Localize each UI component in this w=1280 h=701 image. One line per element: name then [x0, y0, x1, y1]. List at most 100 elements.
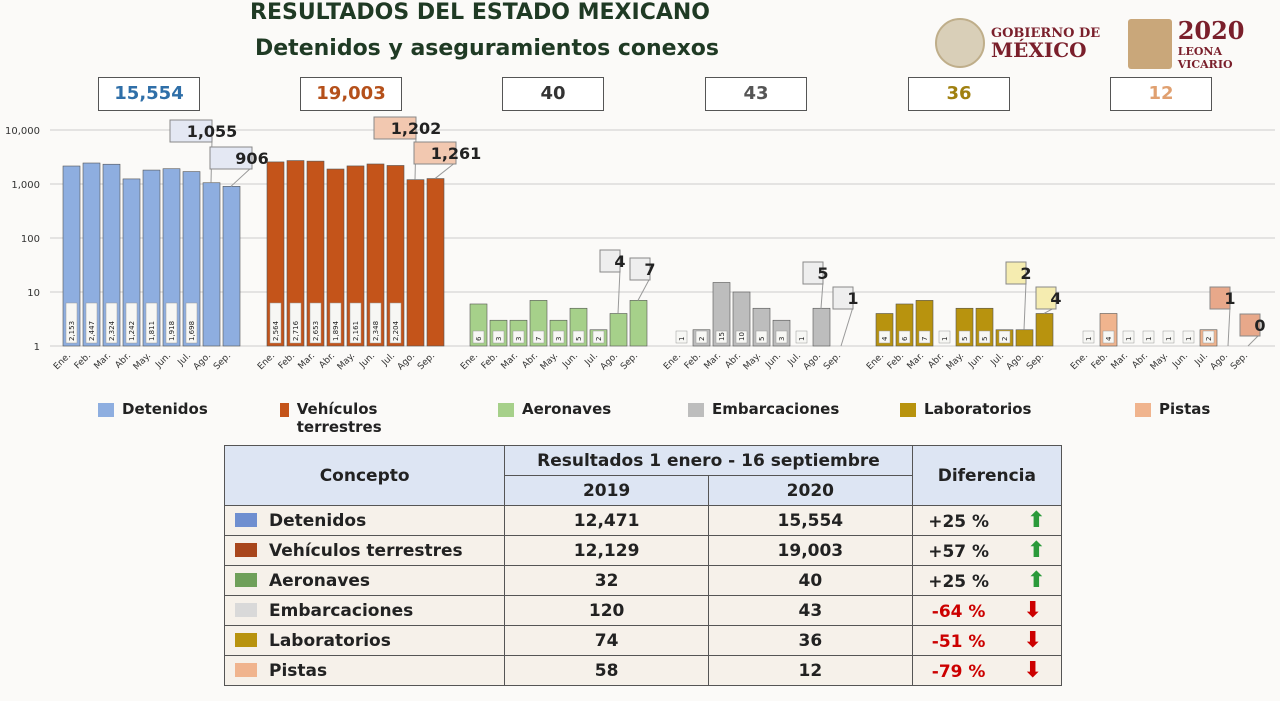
total-box: 15,554 — [98, 77, 200, 111]
bar-value-box — [185, 302, 198, 344]
callout-value: 906 — [235, 149, 268, 168]
bar-value-box — [775, 330, 788, 344]
callout-box — [169, 119, 213, 143]
callout-value: 5 — [817, 264, 828, 283]
x-tick-label: Ago. — [802, 351, 823, 372]
bar-value-label: 10 — [738, 332, 746, 341]
bar-value-label: 4 — [881, 336, 889, 341]
bar-value-box — [998, 330, 1011, 344]
callout-value: 1 — [1224, 289, 1235, 308]
x-tick-label: Ago. — [396, 351, 417, 372]
bar-value-box — [592, 330, 605, 344]
bar-value-label: 3 — [515, 337, 523, 341]
legend-item: Vehículos terrestres — [280, 400, 390, 436]
x-tick-label: May. — [539, 351, 560, 372]
bar-value-box — [938, 330, 951, 344]
x-tick-label: May. — [336, 351, 357, 372]
difference: +25 % — [928, 572, 990, 592]
bar-value-box — [329, 302, 342, 344]
bar — [366, 163, 385, 347]
x-tick-label: Feb. — [277, 351, 297, 371]
callout-box — [1239, 313, 1261, 337]
legend-item: Pistas — [1135, 400, 1210, 418]
callout-line — [840, 306, 854, 347]
x-tick-label: Jul. — [176, 351, 193, 368]
value-2020: 12 — [707, 655, 913, 686]
bar-value-box — [572, 330, 585, 344]
bar-value-label: 1,811 — [148, 321, 156, 341]
concept-swatch — [235, 572, 257, 587]
bar-value-label: 2,348 — [372, 321, 380, 341]
x-tick-label: Abr. — [114, 351, 134, 371]
x-tick-label: May. — [945, 351, 966, 372]
year-sub: LEONA VICARIO — [1177, 45, 1233, 71]
bar-value-box — [389, 302, 402, 344]
bar-value-label: 2,716 — [292, 320, 300, 341]
x-tick-label: Feb. — [1090, 351, 1110, 371]
bar — [812, 307, 831, 347]
legend-label: Aeronaves — [522, 400, 612, 418]
bar-value-label: 1 — [1185, 337, 1193, 341]
bar-value-label: 5 — [575, 337, 583, 341]
legend-swatch — [1135, 403, 1151, 417]
bar-value-label: 5 — [981, 337, 989, 341]
x-tick-label: Mar. — [297, 351, 318, 372]
legend-label: Embarcaciones — [712, 400, 840, 418]
concept: Vehículos terrestres — [269, 540, 463, 561]
callout-box — [1005, 261, 1027, 285]
leona-vicario-logo: 2020 LEONA VICARIO — [1128, 16, 1280, 71]
x-tick-label: Mar. — [906, 351, 927, 372]
bar-value-box — [898, 330, 911, 344]
bar-value-label: 5 — [961, 337, 969, 341]
bar-value-label: 2,653 — [312, 321, 320, 341]
x-tick-label: May. — [132, 351, 153, 372]
arrow-down-icon: ⬇ — [1023, 598, 1042, 623]
concept-swatch — [235, 512, 257, 527]
legend-label: Vehículos terrestres — [296, 400, 382, 436]
bar — [266, 161, 285, 347]
x-tick-label: Jul. — [786, 351, 803, 368]
x-tick-label: Mar. — [93, 351, 114, 372]
bar — [386, 165, 405, 347]
callout-box — [629, 257, 651, 281]
bar-value-label: 7 — [921, 337, 929, 341]
bar-value-box — [145, 302, 158, 344]
bar-value-box — [958, 330, 971, 344]
bar-value-box — [715, 330, 728, 344]
value-2020: 40 — [707, 565, 913, 596]
bar — [162, 168, 181, 347]
legend-swatch — [688, 403, 704, 417]
bar-value-label: 1 — [941, 337, 949, 341]
table-row: Detenidos 12,471 15,554 +25 % ⬆ — [223, 505, 1063, 536]
bar-value-label: 5 — [758, 337, 766, 341]
bar-value-box — [978, 330, 991, 344]
bar-value-label: 1 — [1145, 337, 1153, 341]
arrow-up-icon: ⬆ — [1027, 508, 1046, 533]
th-diferencia: Diferencia — [911, 445, 1063, 506]
x-tick-label: Jun. — [153, 351, 173, 371]
total-box: 43 — [705, 77, 807, 111]
bar-value-label: 2 — [595, 337, 603, 341]
value-2019: 58 — [504, 655, 709, 686]
x-tick-label: Sep. — [1025, 351, 1046, 372]
bar-value-label: 2,447 — [88, 321, 96, 341]
x-tick-label: Mar. — [703, 351, 724, 372]
bar-value-box — [1202, 330, 1215, 344]
bar — [306, 160, 325, 347]
arrow-up-icon: ⬆ — [1027, 568, 1046, 593]
x-tick-label: Ago. — [1209, 351, 1230, 372]
seal-icon — [935, 18, 985, 68]
callout-line — [1227, 306, 1231, 347]
callout-line — [820, 281, 824, 309]
concept-swatch — [235, 662, 257, 677]
callout-value: 1 — [847, 289, 858, 308]
callout-value: 7 — [644, 260, 655, 279]
difference: -51 % — [931, 632, 986, 652]
bar-value-label: 1 — [1085, 337, 1093, 341]
bar-value-box — [918, 330, 931, 344]
bar — [62, 165, 81, 347]
legend-item: Laboratorios — [900, 400, 1032, 418]
x-tick-label: Jul. — [989, 351, 1006, 368]
arrow-up-icon: ⬆ — [1027, 538, 1046, 563]
y-tick-label: 1,000 — [11, 180, 40, 191]
